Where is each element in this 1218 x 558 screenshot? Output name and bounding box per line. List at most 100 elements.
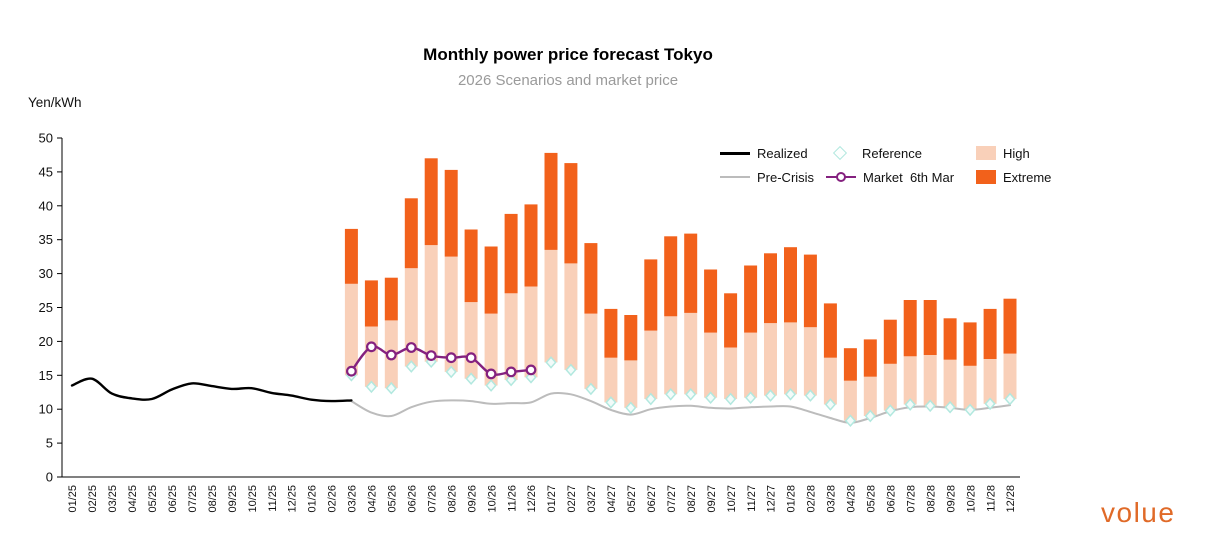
x-axis-tick-label: 09/26 (466, 485, 478, 513)
bar-extreme (744, 265, 758, 333)
y-axis-tick-label: 50 (39, 131, 53, 146)
x-axis-tick-label: 04/25 (127, 485, 139, 513)
reference-diamond-marker (804, 389, 817, 402)
x-axis-tick-label: 03/28 (826, 485, 838, 513)
market-circle-marker (505, 366, 517, 378)
reference-diamond-marker (944, 400, 956, 414)
bar-high (943, 359, 957, 408)
reference-diamond-marker (565, 363, 577, 377)
bar-extreme (823, 303, 837, 358)
reference-diamond-marker (585, 382, 597, 396)
bar-high (544, 249, 558, 363)
x-axis-tick-label: 11/26 (506, 485, 518, 512)
legend-item-market: Market 6th Mar (826, 169, 976, 185)
x-axis-tick-label: 08/26 (446, 485, 458, 513)
x-axis-tick-label: 06/25 (167, 485, 179, 513)
reference-diamond-marker (864, 409, 876, 423)
bar-high (644, 330, 658, 399)
legend-item-extreme: Extreme (976, 169, 1086, 185)
market-line-icon (826, 172, 856, 182)
bar-extreme (863, 339, 877, 377)
x-axis-tick-label: 09/28 (945, 485, 957, 513)
x-axis-tick-label: 05/26 (387, 485, 399, 513)
y-axis-tick-label: 10 (39, 402, 53, 417)
x-axis-tick-label: 03/25 (107, 485, 119, 513)
reference-diamond-marker (784, 387, 797, 401)
bar-high (704, 332, 718, 398)
x-axis-tick-label: 02/26 (327, 485, 339, 513)
reference-diamond-marker (924, 399, 936, 413)
reference-diamond-marker (365, 380, 378, 394)
volue-logo: volue (1101, 497, 1176, 528)
x-axis-tick-label: 11/25 (267, 485, 279, 512)
bar-high (344, 283, 358, 376)
chart-subtitle: 2026 Scenarios and market price (457, 72, 679, 89)
reference-diamond-marker (485, 379, 497, 392)
pre-crisis-line (350, 391, 1011, 424)
y-axis-tick-label: 0 (46, 470, 53, 485)
bar-extreme (344, 228, 358, 284)
y-axis-unit-label: Yen/kWh (28, 95, 82, 110)
bar-extreme (384, 277, 398, 321)
bar-high (784, 322, 797, 395)
bar-extreme (664, 236, 678, 317)
reference-diamond-marker (545, 356, 557, 369)
bar-extreme (584, 243, 598, 314)
bar-extreme (963, 322, 977, 366)
bar-high (803, 327, 817, 396)
x-axis-tick-label: 02/27 (566, 485, 578, 513)
market-circle-marker (346, 365, 357, 377)
x-axis-tick-label: 04/26 (367, 485, 379, 513)
x-axis-tick-label: 01/25 (67, 485, 79, 513)
bar-high (604, 357, 618, 403)
reference-diamond-marker (385, 381, 397, 395)
x-axis-tick-label: 12/28 (1005, 485, 1017, 513)
reference-diamond-marker (665, 387, 677, 401)
bar-extreme (803, 254, 817, 328)
x-axis-tick-label: 03/26 (347, 485, 359, 513)
bar-high (823, 357, 837, 405)
bar-extreme (404, 198, 418, 269)
x-axis-tick-label: 06/26 (407, 485, 419, 513)
realized-line-icon (720, 151, 750, 155)
extreme-swatch-icon (976, 170, 996, 184)
market-circle-icon (836, 172, 846, 182)
market-circle-marker (385, 349, 397, 361)
x-axis-tick-label: 01/26 (307, 485, 319, 513)
reference-diamond-marker (844, 414, 857, 428)
bar-extreme (504, 213, 518, 294)
bar-high (444, 256, 458, 372)
reference-diamond-marker (405, 360, 417, 373)
bar-extreme (704, 269, 718, 333)
bar-high (684, 312, 698, 395)
bar-extreme (724, 293, 738, 348)
y-axis-tick-label: 35 (39, 232, 53, 247)
x-axis-tick-label: 09/25 (227, 485, 239, 513)
legend-label-extreme: Extreme (1003, 169, 1052, 185)
bar-extreme (684, 233, 698, 313)
x-axis-tick-label: 01/28 (786, 485, 798, 513)
pre-crisis-line-icon (720, 175, 750, 179)
x-axis-tick-label: 05/27 (626, 485, 638, 513)
legend-label-market: Market 6th Mar (863, 169, 955, 185)
reference-diamond-marker (824, 398, 837, 411)
x-axis-tick-label: 10/26 (486, 485, 498, 513)
x-axis-tick-label: 03/27 (586, 485, 598, 513)
bar-high (744, 332, 758, 398)
x-axis-tick-label: 01/27 (546, 485, 558, 513)
bar-high (524, 286, 538, 378)
x-axis-tick-label: 05/28 (866, 485, 878, 513)
market-circle-marker (465, 352, 477, 364)
bar-high (963, 365, 977, 410)
bar-high (484, 313, 498, 386)
bar-extreme (424, 158, 438, 246)
x-axis-tick-label: 07/26 (426, 485, 438, 513)
y-axis-tick-label: 20 (39, 334, 53, 349)
chart-title: Monthly power price forecast Tokyo (423, 45, 713, 64)
x-axis-tick-label: 02/25 (87, 485, 99, 513)
bar-high (843, 380, 857, 421)
reference-diamond-marker (984, 397, 996, 411)
bar-high (923, 355, 937, 406)
x-axis-tick-label: 12/27 (766, 485, 778, 513)
